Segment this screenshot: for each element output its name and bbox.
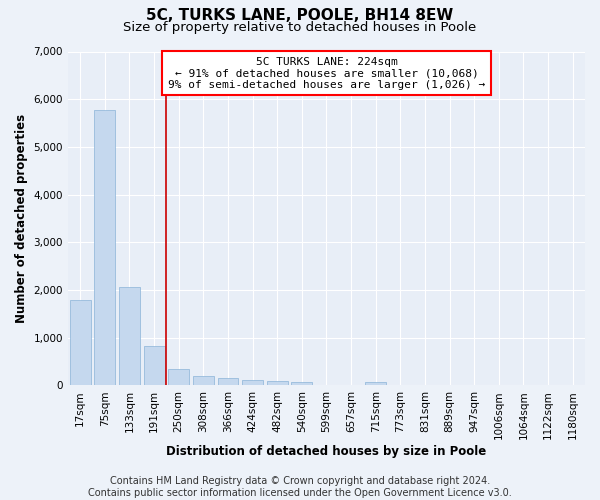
Bar	[365, 382, 386, 386]
Bar	[168, 369, 189, 386]
Text: Contains HM Land Registry data © Crown copyright and database right 2024.
Contai: Contains HM Land Registry data © Crown c…	[88, 476, 512, 498]
Bar	[70, 300, 91, 386]
Text: Size of property relative to detached houses in Poole: Size of property relative to detached ho…	[124, 21, 476, 34]
Y-axis label: Number of detached properties: Number of detached properties	[15, 114, 28, 323]
Bar	[242, 380, 263, 386]
Bar	[193, 376, 214, 386]
Bar	[218, 378, 238, 386]
Bar	[292, 382, 313, 386]
Text: 5C TURKS LANE: 224sqm
← 91% of detached houses are smaller (10,068)
9% of semi-d: 5C TURKS LANE: 224sqm ← 91% of detached …	[168, 56, 485, 90]
Bar	[143, 346, 164, 386]
Bar	[119, 287, 140, 386]
Bar	[94, 110, 115, 386]
X-axis label: Distribution of detached houses by size in Poole: Distribution of detached houses by size …	[166, 444, 487, 458]
Bar	[267, 380, 287, 386]
Text: 5C, TURKS LANE, POOLE, BH14 8EW: 5C, TURKS LANE, POOLE, BH14 8EW	[146, 8, 454, 22]
